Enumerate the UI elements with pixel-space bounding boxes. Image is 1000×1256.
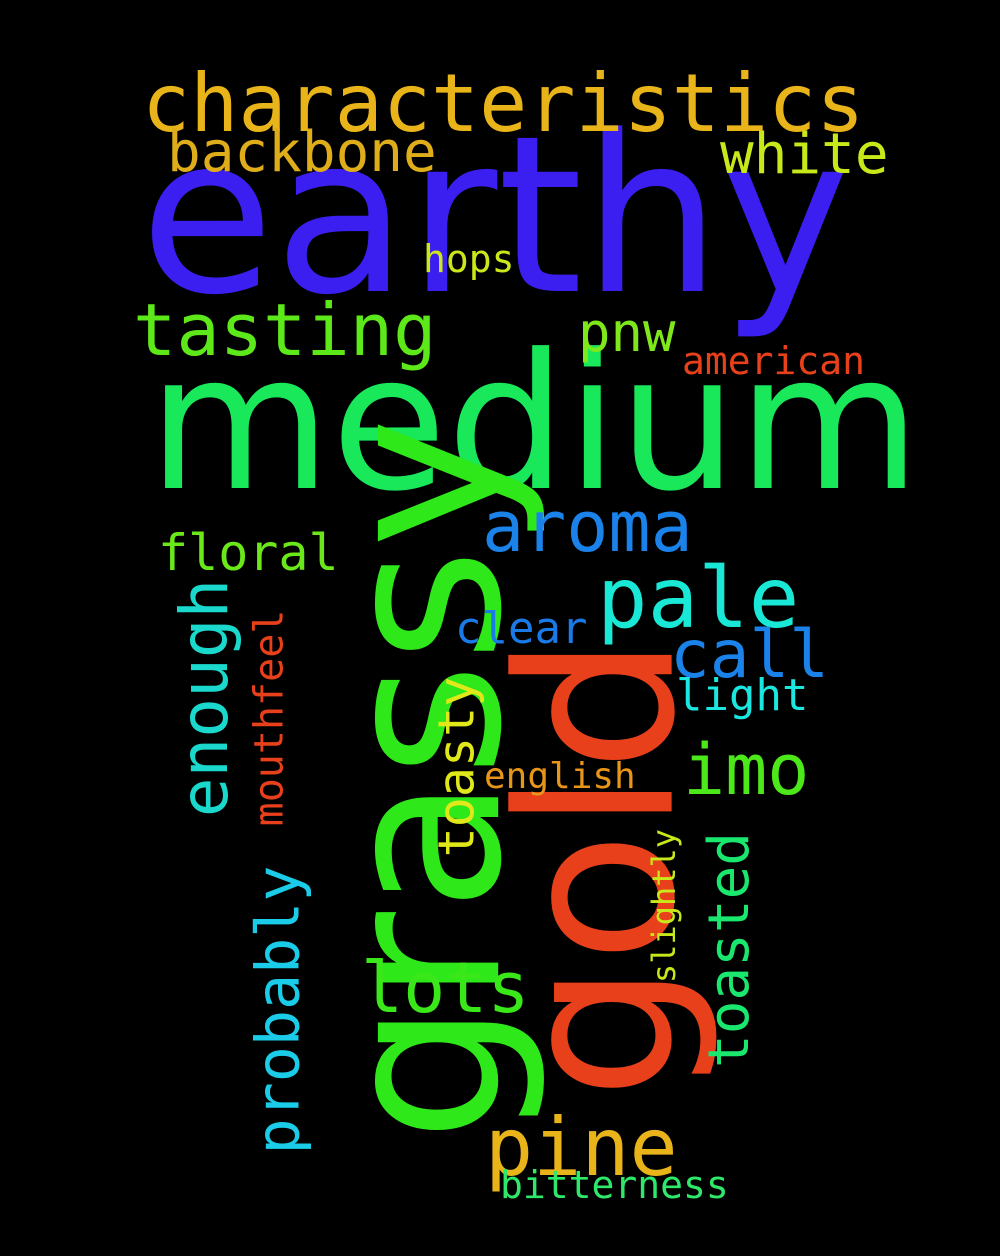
- word-imo: imo: [683, 729, 810, 811]
- word-medium: medium: [148, 314, 921, 533]
- word-white: white: [720, 122, 889, 187]
- word-bitterness: bitterness: [500, 1163, 729, 1207]
- word-mouthfeel: mouthfeel: [246, 609, 293, 827]
- word-english: english: [484, 756, 636, 797]
- word-aroma: aroma: [482, 486, 693, 568]
- word-clear: clear: [455, 603, 588, 654]
- word-toasted: toasted: [697, 831, 763, 1069]
- word-call: call: [670, 616, 829, 693]
- word-tasting: tasting: [133, 288, 437, 372]
- word-toasty: toasty: [427, 676, 486, 858]
- word-enough: enough: [166, 578, 244, 818]
- word-characteristics: characteristics: [142, 57, 865, 150]
- word-pnw: pnw: [578, 301, 676, 364]
- word-backbone: backbone: [167, 120, 437, 185]
- word-pale: pale: [597, 549, 800, 647]
- word-floral: floral: [158, 524, 339, 582]
- word-light: light: [676, 670, 809, 721]
- word-slightly: slightly: [645, 828, 684, 984]
- word-probably: probably: [243, 865, 314, 1155]
- word-earthy: earthy: [140, 90, 850, 343]
- word-pine: pine: [485, 1101, 678, 1194]
- word-hops: hops: [423, 237, 515, 281]
- word-american: american: [682, 339, 866, 383]
- word-lots: lots: [361, 947, 530, 1029]
